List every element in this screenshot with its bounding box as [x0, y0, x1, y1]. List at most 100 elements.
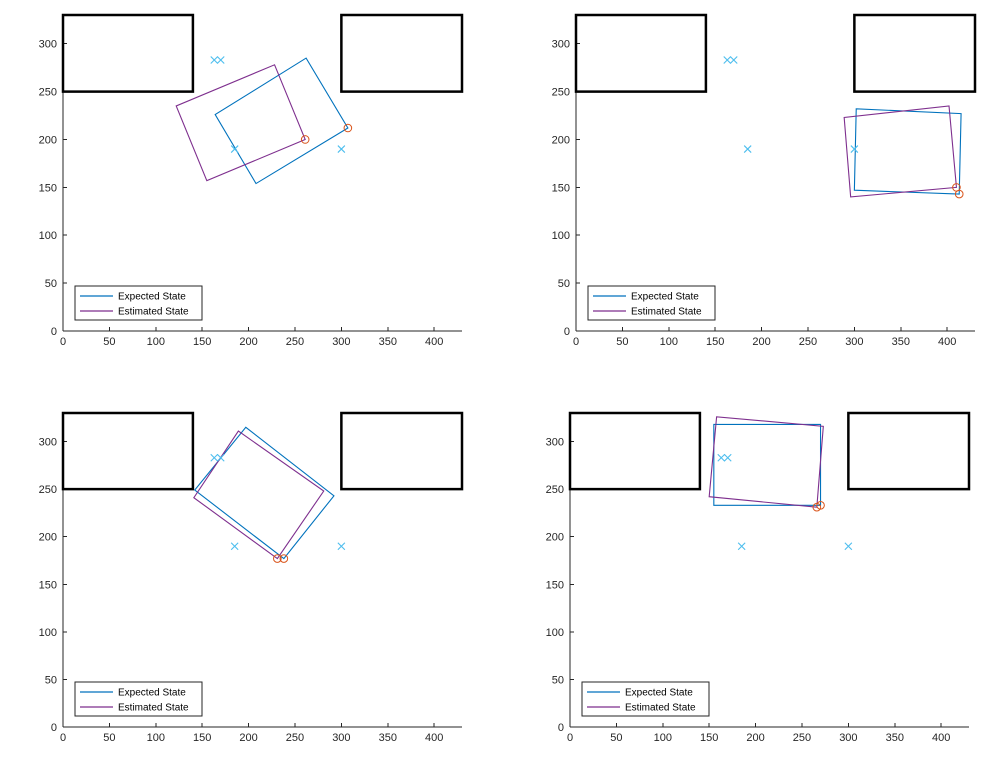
- landmark-marker: [717, 453, 726, 462]
- x-tick-label: 400: [932, 732, 950, 744]
- y-tick-label: 200: [552, 134, 570, 146]
- y-tick-label: 150: [39, 182, 57, 194]
- obstacle-rect-1: [568, 411, 702, 491]
- legend-box: [581, 681, 710, 717]
- y-tick-label: 100: [39, 230, 57, 242]
- landmark-marker: [210, 453, 219, 462]
- estimated-front-marker: [273, 554, 282, 563]
- y-tick-label: 100: [552, 230, 570, 242]
- estimated-front-marker: [300, 135, 310, 144]
- landmark-marker: [216, 453, 225, 462]
- y-tick-label: 0: [51, 722, 57, 734]
- x-tick-label: 350: [892, 336, 910, 348]
- y-tick-label: 50: [45, 278, 57, 290]
- landmark-stroke: [210, 56, 219, 64]
- x-tick-label: 50: [103, 732, 115, 744]
- x-tick-label: 50: [610, 732, 622, 744]
- y-tick-label: 200: [39, 532, 57, 544]
- x-tick-label: 250: [793, 732, 811, 744]
- landmark-stroke: [337, 145, 346, 153]
- x-tick-label: 0: [60, 336, 66, 348]
- y-tick-label: 150: [552, 182, 570, 194]
- x-tick-label: 250: [286, 336, 304, 348]
- x-tick-label: 100: [147, 732, 165, 744]
- obstacle-rect-2: [340, 411, 464, 491]
- landmark-marker: [743, 145, 752, 153]
- x-tick-label: 300: [845, 336, 863, 348]
- y-tick-label: 100: [39, 627, 57, 639]
- landmark-stroke: [337, 542, 346, 551]
- legend: Expected State Estimated State: [581, 681, 710, 717]
- obstacle-rect-1: [61, 411, 195, 491]
- x-tick-label: 400: [425, 732, 443, 744]
- y-tick-label: 250: [552, 87, 570, 99]
- legend: Expected State Estimated State: [74, 285, 203, 321]
- legend-estimated-label: Estimated State: [631, 307, 702, 318]
- y-tick-label: 0: [564, 326, 570, 338]
- x-tick-label: 100: [654, 732, 672, 744]
- x-tick-label: 50: [616, 336, 628, 348]
- x-tick-label: 100: [147, 336, 165, 348]
- x-tick-label: 100: [660, 336, 678, 348]
- expected-state-rect: [853, 108, 962, 195]
- x-tick-label: 200: [239, 732, 257, 744]
- landmark-marker: [230, 145, 239, 153]
- y-tick-label: 250: [39, 87, 57, 99]
- y-tick-label: 200: [39, 134, 57, 146]
- x-tick-label: 50: [103, 336, 115, 348]
- x-tick-label: 350: [379, 732, 397, 744]
- expected-state-rect: [193, 426, 335, 560]
- subplot-4: 0 50 100 150 200 250 300 350 400 0 50 100 150 200 250 3…: [546, 411, 971, 744]
- landmark-stroke: [743, 145, 752, 153]
- legend-estimated-label: Estimated State: [625, 703, 696, 714]
- landmark-marker: [729, 56, 738, 64]
- x-tick-label: 0: [573, 336, 579, 348]
- landmark-stroke: [850, 145, 859, 153]
- obstacle-rect-2: [853, 13, 977, 93]
- y-tick-label: 300: [39, 39, 57, 51]
- legend: Expected State Estimated State: [74, 681, 203, 717]
- y-tick-label: 200: [546, 532, 564, 544]
- y-tick-label: 250: [546, 484, 564, 496]
- legend-expected-label: Expected State: [118, 688, 186, 699]
- legend-box: [74, 285, 203, 321]
- landmark-stroke: [216, 56, 225, 64]
- landmark-stroke: [844, 542, 853, 551]
- landmark-marker: [337, 145, 346, 153]
- x-tick-label: 250: [799, 336, 817, 348]
- y-tick-label: 0: [558, 722, 564, 734]
- expected-state-rect: [214, 57, 349, 185]
- expected-front-marker: [279, 554, 289, 563]
- subplot-3: 0 50 100 150 200 250 300 350 400 0 50 100 150 200 250 3…: [39, 411, 464, 744]
- expected-front-marker: [343, 123, 353, 133]
- subplot-1: 0 50 100 150 200 250 300 350 400 0 50 100 150 200 250 3…: [39, 13, 464, 348]
- estimated-state-rect: [843, 105, 958, 198]
- x-tick-label: 150: [706, 336, 724, 348]
- obstacle-rect-1: [61, 13, 195, 93]
- landmark-stroke: [216, 453, 225, 462]
- landmark-marker: [216, 56, 225, 64]
- x-tick-label: 300: [332, 732, 350, 744]
- landmark-marker: [737, 542, 746, 551]
- x-tick-label: 200: [239, 336, 257, 348]
- y-tick-label: 300: [552, 39, 570, 51]
- y-tick-label: 50: [558, 278, 570, 290]
- y-tick-label: 250: [39, 484, 57, 496]
- y-tick-label: 50: [45, 674, 57, 686]
- x-tick-label: 400: [425, 336, 443, 348]
- landmark-marker: [723, 56, 732, 64]
- legend-box: [587, 285, 716, 321]
- x-tick-label: 350: [886, 732, 904, 744]
- x-tick-label: 300: [839, 732, 857, 744]
- landmark-stroke: [723, 56, 732, 64]
- landmark-stroke: [729, 56, 738, 64]
- subplot-2: 0 50 100 150 200 250 300 350 400 0 50 100 150 200 250 3…: [552, 13, 977, 348]
- x-tick-label: 0: [567, 732, 573, 744]
- legend-expected-label: Expected State: [118, 292, 186, 303]
- legend: Expected State Estimated State: [587, 285, 716, 321]
- legend-expected-label: Expected State: [625, 688, 693, 699]
- x-tick-label: 150: [700, 732, 718, 744]
- x-tick-label: 150: [193, 336, 211, 348]
- landmark-stroke: [723, 453, 732, 462]
